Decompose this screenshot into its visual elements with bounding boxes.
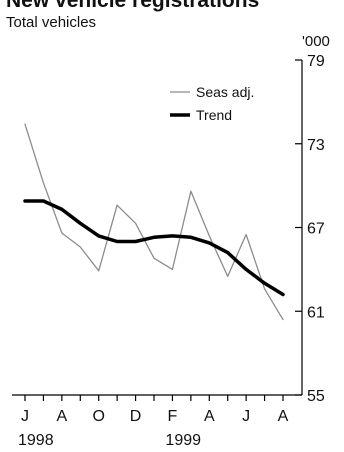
legend-label: Seas adj. <box>196 84 254 100</box>
x-tick-label: F <box>168 408 178 425</box>
y-axis-unit: '000 <box>302 33 330 50</box>
y-tick-label: 79 <box>307 53 325 70</box>
x-tick-label: J <box>242 408 250 425</box>
x-year-label: 1999 <box>165 432 201 449</box>
y-tick-label: 73 <box>307 137 325 154</box>
series-line-seas-adj <box>24 123 284 321</box>
x-tick-label: D <box>130 408 142 425</box>
chart-subtitle: Total vehicles <box>6 14 96 31</box>
x-tick-label: A <box>278 408 289 425</box>
x-year-label: 1998 <box>18 432 54 449</box>
series-line-trend <box>23 199 285 297</box>
y-tick-label: 61 <box>307 304 325 321</box>
x-tick-label: A <box>204 408 215 425</box>
x-tick-label: A <box>57 408 68 425</box>
x-tick-label: O <box>92 408 104 425</box>
legend-label: Trend <box>196 107 232 123</box>
x-tick-label: J <box>21 408 29 425</box>
y-tick-label: 55 <box>307 388 325 405</box>
chart-title: New vehicle registrations <box>6 0 259 12</box>
y-tick-label: 67 <box>307 221 325 238</box>
